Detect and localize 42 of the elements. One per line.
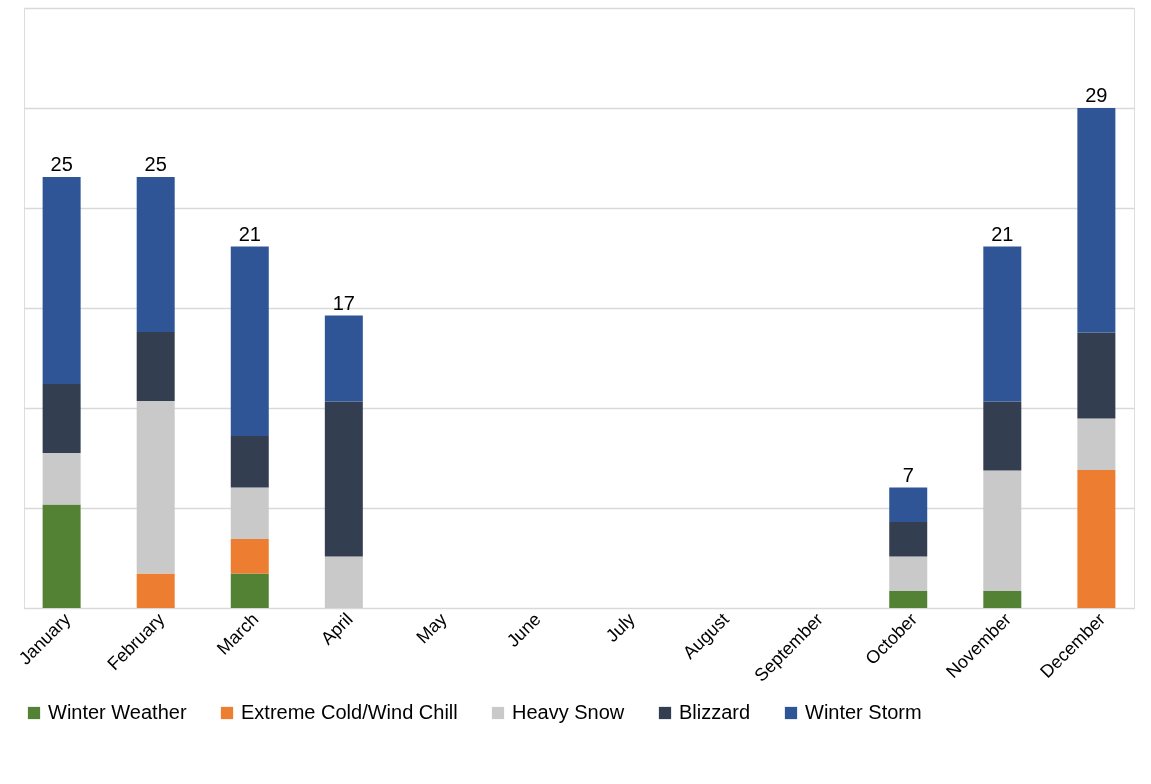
bar [889,522,928,557]
bar [136,332,175,401]
x-tick-label: May [412,609,451,648]
bar [889,487,928,522]
bar [230,539,269,574]
bar [1077,470,1116,608]
bar [230,246,269,436]
bar [324,401,363,557]
bar [983,401,1022,471]
annotation: 21 [238,222,261,245]
bar [1077,332,1116,419]
bar [136,401,175,574]
annotation: 25 [144,153,167,175]
legend-label: Extreme Cold/Wind Chill [241,701,458,723]
bar [1077,108,1116,333]
bar [136,177,175,332]
bar [136,573,175,608]
bar [983,470,1022,591]
bar [230,436,269,488]
annotation: 29 [1085,84,1108,106]
legend-label: Winter Storm [805,701,922,723]
bar [324,556,363,608]
bar [889,591,928,608]
annotation: 21 [991,222,1014,245]
bar [42,504,81,608]
bar [983,591,1022,608]
bar [1077,418,1116,470]
legend-label: Heavy Snow [512,701,625,723]
x-tick-label: July [601,609,639,646]
annotation: 17 [332,291,355,314]
annotation: 7 [902,463,914,486]
bar [42,453,81,505]
legend-label: Blizzard [679,701,751,723]
bar [230,487,269,539]
bar [889,556,928,591]
annotation: 25 [50,153,73,175]
bar [983,246,1022,402]
bar [42,384,81,453]
bar [324,315,363,402]
legend-label: Winter Weather [48,701,187,723]
bar [42,177,81,384]
bar [230,573,269,608]
